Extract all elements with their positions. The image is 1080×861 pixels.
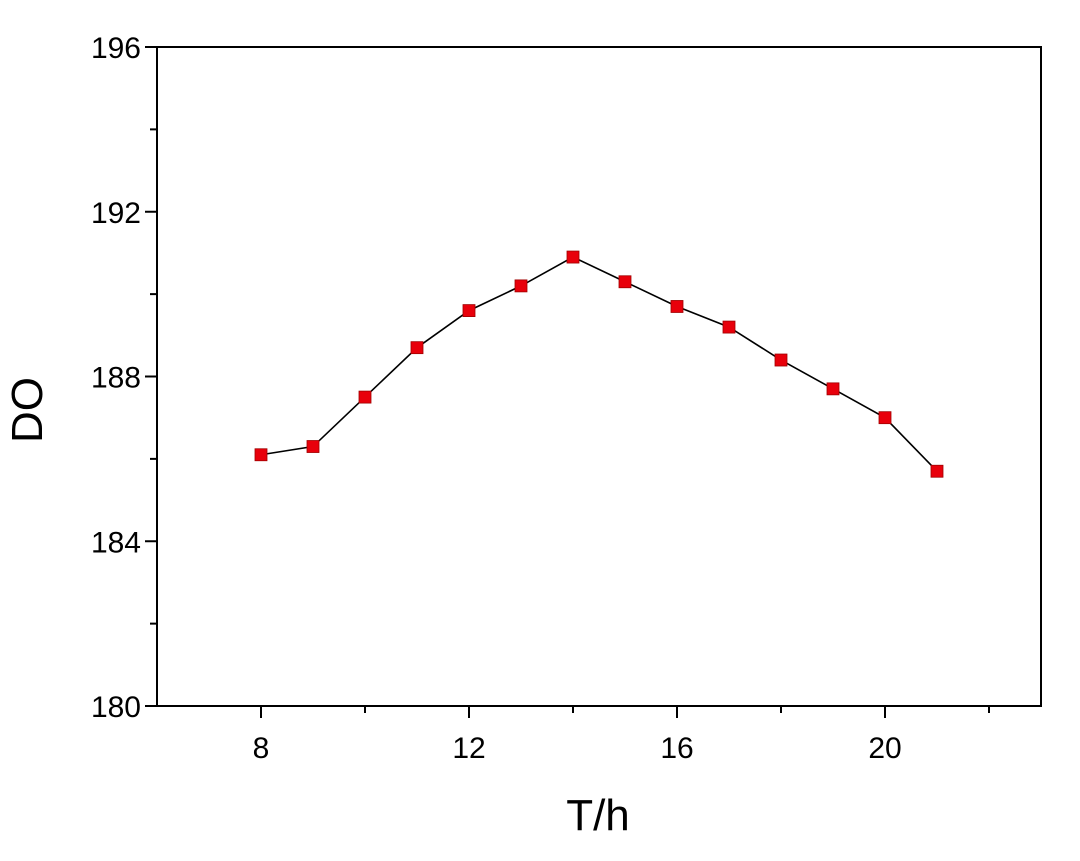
x-tick-label: 20 bbox=[868, 732, 901, 765]
x-tick-label: 16 bbox=[660, 732, 693, 765]
x-axis-label: T/h bbox=[566, 791, 630, 840]
y-tick-label: 180 bbox=[91, 691, 141, 724]
marker bbox=[930, 464, 944, 478]
marker bbox=[618, 275, 632, 289]
marker bbox=[462, 304, 476, 318]
marker bbox=[670, 300, 684, 313]
marker bbox=[306, 440, 320, 453]
marker bbox=[878, 411, 892, 425]
series-line bbox=[260, 256, 938, 472]
y-tick-label: 196 bbox=[91, 32, 141, 65]
marker bbox=[566, 250, 580, 264]
y-tick-label: 184 bbox=[91, 526, 141, 559]
marker bbox=[254, 448, 268, 462]
y-tick-label: 192 bbox=[91, 197, 141, 230]
y-axis-label: DO bbox=[3, 377, 52, 443]
x-tick-label: 8 bbox=[253, 732, 270, 765]
marker bbox=[514, 279, 528, 293]
x-tick-label: 12 bbox=[452, 732, 485, 765]
marker bbox=[826, 382, 840, 396]
marker bbox=[774, 353, 788, 367]
marker bbox=[410, 341, 424, 355]
marker bbox=[358, 390, 372, 404]
y-tick-label: 188 bbox=[91, 362, 141, 395]
marker bbox=[722, 320, 736, 334]
